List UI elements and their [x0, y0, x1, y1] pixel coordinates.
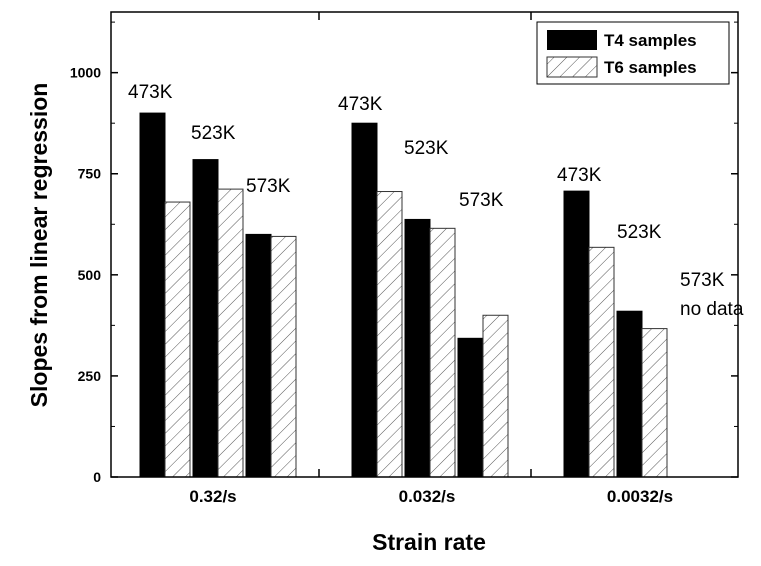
bars-layer [139, 112, 668, 478]
plot-frame [110, 11, 739, 478]
temperature-annotation: 473K [128, 82, 173, 103]
bar-t4-0032s-573K [457, 337, 484, 478]
y-tick-label: 0 [93, 469, 101, 485]
annotations-layer: 473K 523K 573K 473K 523K 573K 473K 523K 573K no d… [128, 82, 744, 320]
temperature-annotation: 473K [338, 94, 383, 115]
temperature-annotation: 523K [617, 222, 662, 243]
ticks-layer: 0 250 500 750 1000 0.32/s 0.032/s 0.0032/s [70, 12, 738, 506]
legend: T4 samples T6 samples [536, 21, 730, 85]
temperature-annotation: 573K [246, 176, 291, 197]
x-category-label: 0.032/s [399, 487, 456, 506]
y-tick-label: 750 [78, 166, 102, 182]
y-axis-title: Slopes from linear regression [26, 83, 52, 408]
temperature-annotation: 473K [557, 165, 602, 186]
bar-t4-0032s-523K [404, 218, 431, 478]
temperature-annotation: 573K [459, 190, 504, 211]
bar-t4-0032s-473K [351, 122, 378, 478]
bar-t6-00032s-473K [588, 246, 615, 478]
bar-t4-032s-523K [192, 159, 219, 478]
no-data-annotation: no data [680, 299, 744, 320]
bar-t6-0032s-573K [482, 314, 509, 478]
y-tick-label: 1000 [70, 65, 101, 81]
bar-t4-032s-473K [139, 112, 166, 478]
bar-t6-032s-523K [217, 188, 244, 478]
legend-label-t4: T4 samples [604, 31, 697, 50]
x-category-label: 0.0032/s [607, 487, 673, 506]
bar-t6-032s-573K [270, 235, 297, 478]
bar-t4-00032s-473K [563, 190, 590, 478]
bar-t6-0032s-523K [429, 227, 456, 478]
bar-t6-032s-473K [164, 201, 191, 478]
x-axis-title: Strain rate [372, 529, 486, 555]
legend-swatch-t4 [547, 30, 597, 50]
bar-t4-032s-573K [245, 233, 272, 478]
legend-swatch-t6 [546, 56, 598, 78]
temperature-annotation: 523K [404, 138, 449, 159]
temperature-annotation: 523K [191, 123, 236, 144]
bar-t6-00032s-523K [641, 328, 668, 478]
y-tick-label: 500 [78, 267, 102, 283]
bar-t6-0032s-473K [376, 191, 403, 478]
y-tick-label: 250 [78, 368, 102, 384]
legend-label-t6: T6 samples [604, 58, 697, 77]
x-category-label: 0.32/s [189, 487, 236, 506]
bar-t4-00032s-523K [616, 310, 643, 478]
temperature-annotation: 573K [680, 270, 725, 291]
